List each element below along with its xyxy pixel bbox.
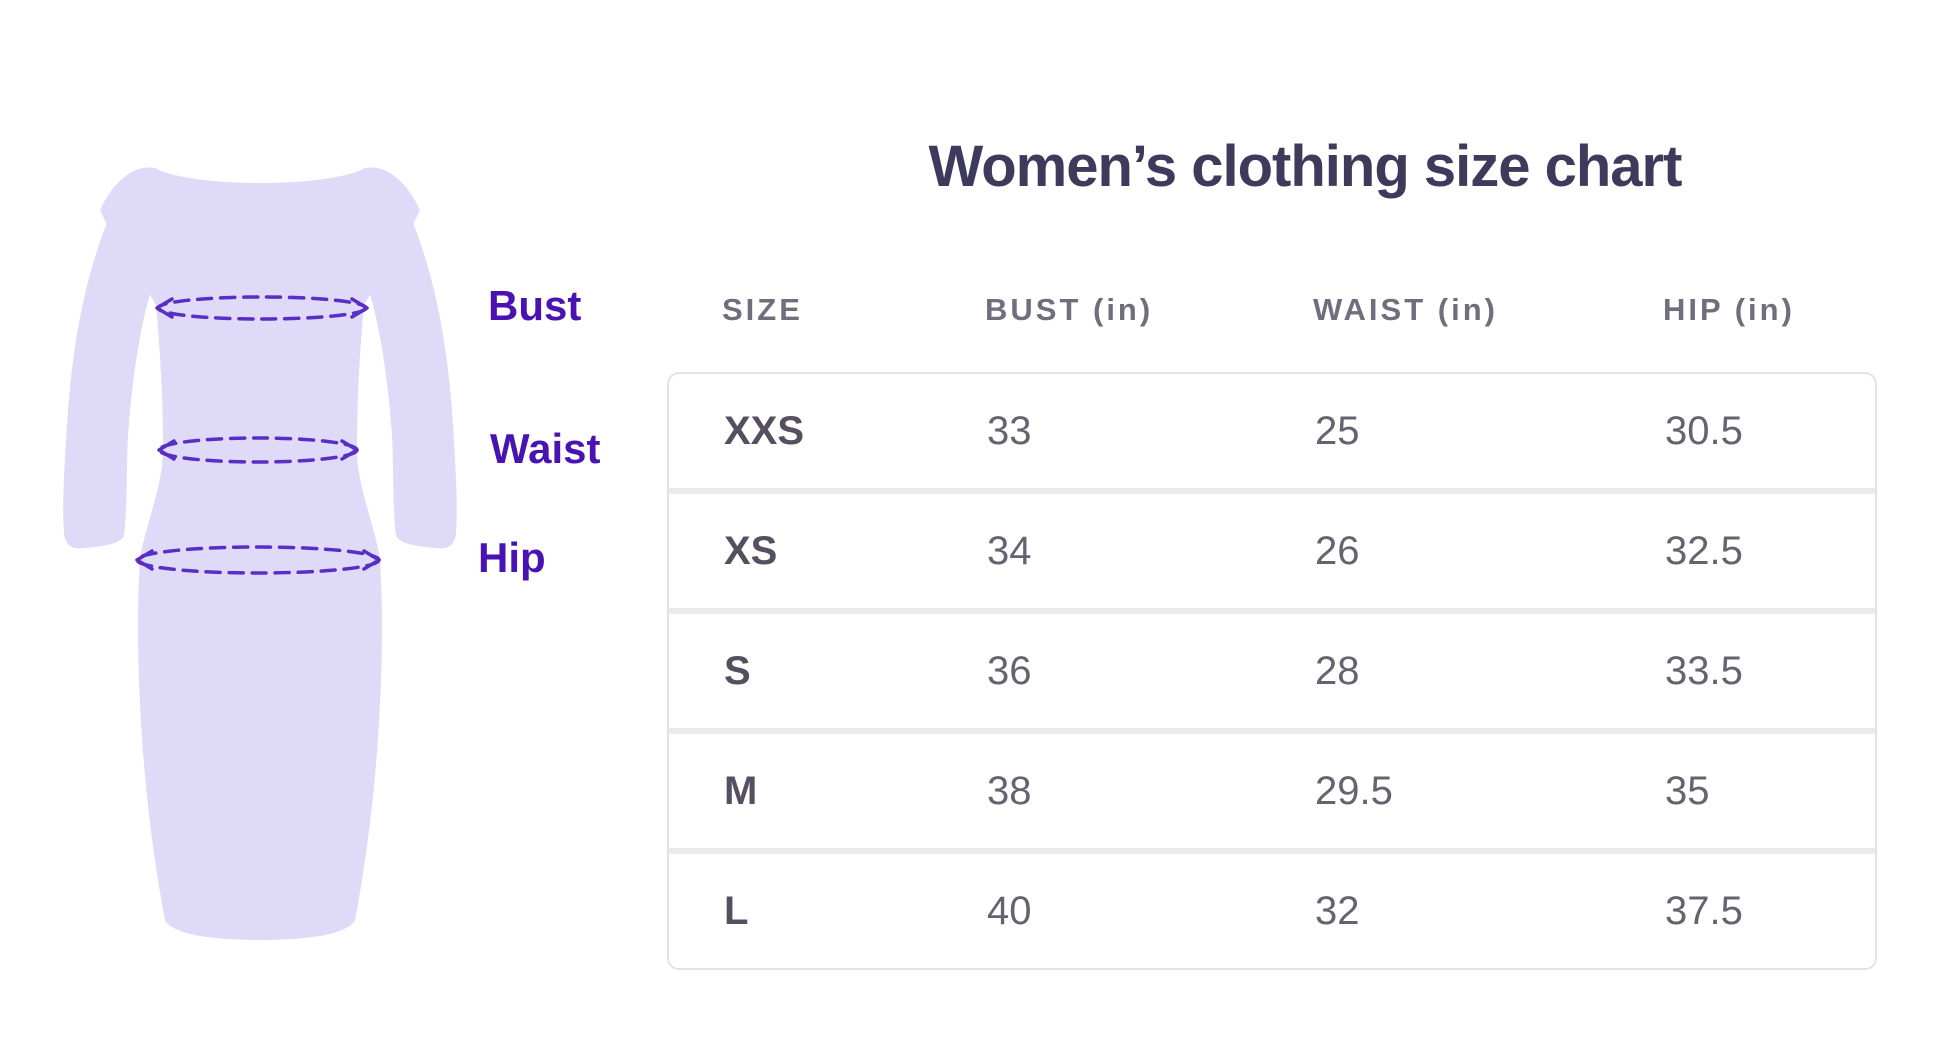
size-cell: S: [724, 648, 751, 693]
size-table: XXS 33 25 30.5 XS 34 26 32.5 S 36 28 33.…: [667, 372, 1877, 970]
measurement-label-waist: Waist: [490, 425, 601, 472]
bust-cell: 33: [987, 408, 1032, 453]
waist-cell: 28: [1315, 648, 1360, 693]
bust-cell: 36: [987, 648, 1032, 693]
dress-silhouette-illustration: [63, 167, 457, 940]
size-cell: L: [724, 888, 749, 933]
page-title: Women’s clothing size chart: [928, 134, 1683, 199]
table-row: M 38 29.5 35: [669, 728, 1875, 848]
column-header-hip: HIP (in): [1663, 292, 1795, 327]
hip-cell: 35: [1665, 768, 1710, 813]
table-row: XS 34 26 32.5: [669, 488, 1875, 608]
hip-cell: 30.5: [1665, 408, 1743, 453]
table-header-row: SIZE BUST (in) WAIST (in) HIP (in): [667, 288, 1877, 332]
dress-right-sleeve: [364, 198, 457, 549]
waist-cell: 29.5: [1315, 768, 1393, 813]
bust-cell: 34: [987, 528, 1032, 573]
size-cell: M: [724, 768, 758, 813]
table-row: S 36 28 33.5: [669, 608, 1875, 728]
dress-body-shape: [100, 167, 420, 940]
table-row: XXS 33 25 30.5: [669, 374, 1875, 488]
waist-measurement-line: [157, 436, 359, 464]
bust-cell: 38: [987, 768, 1032, 813]
column-header-size: SIZE: [722, 292, 803, 327]
waist-cell: 26: [1315, 528, 1360, 573]
waist-cell: 25: [1315, 408, 1360, 453]
bust-cell: 40: [987, 888, 1032, 933]
hip-cell: 37.5: [1665, 888, 1743, 933]
bust-measurement-line: [155, 295, 369, 321]
column-header-bust: BUST (in): [985, 292, 1154, 327]
waist-cell: 32: [1315, 888, 1360, 933]
measurement-label-hip: Hip: [478, 534, 546, 581]
measurement-label-bust: Bust: [488, 282, 582, 329]
hip-measurement-line: [135, 545, 381, 575]
size-cell: XXS: [724, 408, 805, 453]
dress-left-sleeve: [63, 198, 156, 549]
table-row: L 40 32 37.5: [669, 848, 1875, 968]
size-cell: XS: [724, 528, 778, 573]
column-header-waist: WAIST (in): [1313, 292, 1498, 327]
hip-cell: 33.5: [1665, 648, 1743, 693]
hip-cell: 32.5: [1665, 528, 1743, 573]
